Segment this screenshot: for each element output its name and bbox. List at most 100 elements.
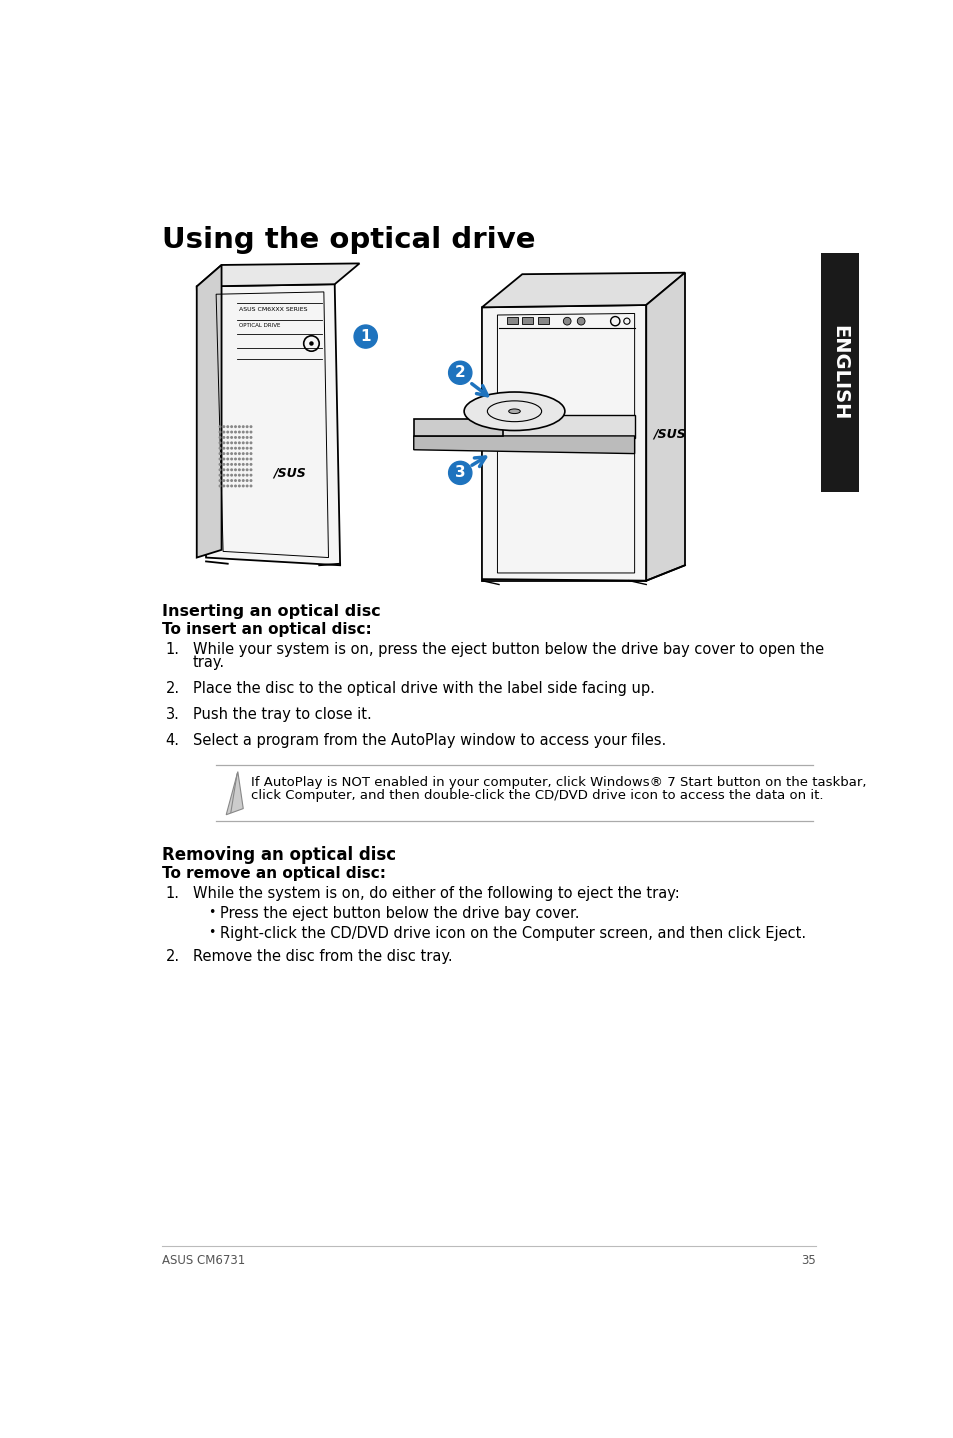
Circle shape (250, 441, 252, 443)
Circle shape (246, 441, 248, 443)
Circle shape (448, 462, 472, 485)
Circle shape (234, 463, 236, 464)
Circle shape (238, 485, 240, 486)
Text: ASUS CM6XXX SERIES: ASUS CM6XXX SERIES (239, 308, 308, 312)
Circle shape (250, 437, 252, 439)
Circle shape (250, 459, 252, 460)
Circle shape (310, 342, 313, 345)
Circle shape (234, 447, 236, 449)
Circle shape (246, 426, 248, 427)
Text: Push the tray to close it.: Push the tray to close it. (193, 707, 372, 722)
Circle shape (231, 441, 233, 443)
Circle shape (219, 485, 220, 486)
Circle shape (250, 480, 252, 482)
Text: Select a program from the AutoPlay window to access your files.: Select a program from the AutoPlay windo… (193, 733, 665, 748)
Circle shape (238, 475, 240, 476)
Circle shape (234, 453, 236, 454)
Circle shape (238, 441, 240, 443)
Circle shape (223, 426, 224, 427)
Circle shape (238, 480, 240, 482)
Circle shape (227, 475, 229, 476)
Circle shape (562, 318, 571, 325)
Circle shape (219, 475, 220, 476)
Circle shape (219, 469, 220, 470)
Circle shape (242, 475, 244, 476)
Circle shape (231, 453, 233, 454)
Circle shape (219, 426, 220, 427)
Circle shape (250, 431, 252, 433)
Circle shape (227, 469, 229, 470)
Circle shape (227, 485, 229, 486)
Text: tray.: tray. (193, 654, 225, 670)
Circle shape (231, 463, 233, 464)
Circle shape (242, 437, 244, 439)
Circle shape (246, 437, 248, 439)
Circle shape (231, 426, 233, 427)
Text: Removing an optical disc: Removing an optical disc (162, 846, 395, 864)
Circle shape (234, 459, 236, 460)
Circle shape (219, 463, 220, 464)
Circle shape (219, 441, 220, 443)
Circle shape (223, 463, 224, 464)
Circle shape (238, 453, 240, 454)
Circle shape (227, 437, 229, 439)
Circle shape (227, 426, 229, 427)
Circle shape (219, 437, 220, 439)
Text: 3.: 3. (166, 707, 179, 722)
Circle shape (231, 485, 233, 486)
Circle shape (223, 469, 224, 470)
Circle shape (242, 480, 244, 482)
Polygon shape (414, 436, 634, 453)
Text: •: • (208, 926, 215, 939)
Text: 35: 35 (801, 1254, 815, 1267)
Circle shape (223, 485, 224, 486)
Circle shape (234, 431, 236, 433)
Text: /SUS: /SUS (274, 466, 306, 479)
Text: 2.: 2. (166, 949, 180, 963)
Bar (537, 316, 548, 324)
Circle shape (219, 447, 220, 449)
Polygon shape (196, 265, 221, 558)
Text: /SUS: /SUS (653, 429, 685, 441)
Circle shape (223, 441, 224, 443)
Text: Place the disc to the optical drive with the label side facing up.: Place the disc to the optical drive with… (193, 680, 654, 696)
Circle shape (231, 431, 233, 433)
Text: To remove an optical disc:: To remove an optical disc: (162, 866, 385, 880)
Circle shape (231, 480, 233, 482)
Polygon shape (481, 273, 684, 308)
Circle shape (242, 453, 244, 454)
Circle shape (242, 426, 244, 427)
Circle shape (250, 426, 252, 427)
Circle shape (223, 431, 224, 433)
Text: While your system is on, press the eject button below the drive bay cover to ope: While your system is on, press the eject… (193, 643, 823, 657)
Text: 1: 1 (360, 329, 371, 344)
Text: •: • (208, 906, 215, 919)
Polygon shape (481, 305, 645, 581)
Text: Inserting an optical disc: Inserting an optical disc (162, 604, 380, 618)
Circle shape (231, 437, 233, 439)
Circle shape (246, 463, 248, 464)
Circle shape (223, 459, 224, 460)
Circle shape (577, 318, 584, 325)
Circle shape (231, 475, 233, 476)
Text: Right-click the CD/DVD drive icon on the Computer screen, and then click Eject.: Right-click the CD/DVD drive icon on the… (220, 926, 805, 940)
Circle shape (223, 475, 224, 476)
Circle shape (242, 463, 244, 464)
Circle shape (234, 469, 236, 470)
Bar (506, 316, 517, 324)
Text: While the system is on, do either of the following to eject the tray:: While the system is on, do either of the… (193, 886, 679, 900)
Ellipse shape (508, 408, 519, 414)
Text: ASUS CM6731: ASUS CM6731 (162, 1254, 245, 1267)
Circle shape (234, 480, 236, 482)
Bar (521, 316, 533, 324)
Circle shape (242, 441, 244, 443)
Circle shape (250, 463, 252, 464)
Circle shape (242, 431, 244, 433)
Circle shape (238, 426, 240, 427)
Polygon shape (226, 772, 243, 815)
Text: To insert an optical disc:: To insert an optical disc: (162, 623, 372, 637)
Circle shape (242, 459, 244, 460)
Text: 2.: 2. (166, 680, 180, 696)
Text: 1.: 1. (166, 886, 179, 900)
Circle shape (242, 447, 244, 449)
